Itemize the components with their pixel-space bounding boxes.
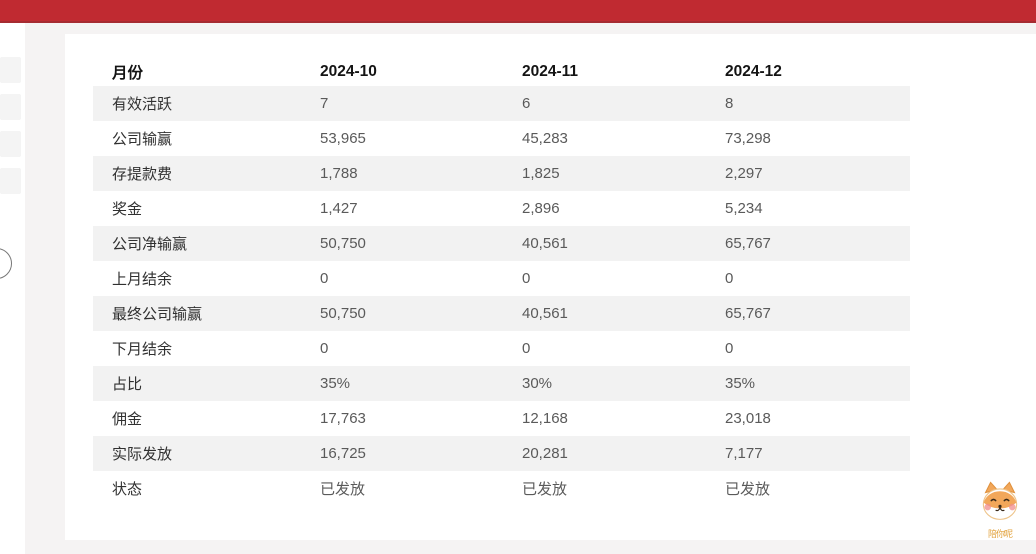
table-row: 最终公司输赢 50,750 40,561 65,767	[93, 296, 910, 331]
sidebar-toggle-button[interactable]	[0, 248, 12, 279]
cell-value: 30%	[522, 375, 553, 392]
cell-value: 35%	[725, 375, 756, 392]
table-row: 公司净输赢 50,750 40,561 65,767	[93, 226, 910, 261]
table-header-row: 月份 2024-10 2024-11 2024-12	[93, 58, 910, 86]
cell-value: 5,234	[725, 200, 763, 217]
table-row: 有效活跃 7 6 8	[93, 86, 910, 121]
row-label: 公司输赢	[112, 131, 173, 148]
mascot-widget[interactable]: 陪你呢	[977, 481, 1023, 539]
row-label: 奖金	[112, 201, 143, 218]
table-row: 下月结余 0 0 0	[93, 331, 910, 366]
table-row: 状态 已发放 已发放 已发放	[93, 471, 910, 506]
table-row: 占比 35% 30% 35%	[93, 366, 910, 401]
cell-value: 已发放	[522, 481, 568, 498]
row-label: 占比	[112, 376, 143, 393]
sidebar-menu-placeholder[interactable]	[0, 131, 21, 157]
cell-value: 已发放	[725, 481, 771, 498]
cell-value: 73,298	[725, 130, 771, 147]
table-row: 实际发放 16,725 20,281 7,177	[93, 436, 910, 471]
cell-value: 50,750	[320, 235, 366, 252]
shiba-mascot-icon	[978, 481, 1022, 527]
table-row: 上月结余 0 0 0	[93, 261, 910, 296]
cell-value: 0	[320, 270, 329, 287]
sidebar-menu-placeholder[interactable]	[0, 94, 21, 120]
row-label: 下月结余	[112, 341, 173, 358]
cell-value: 20,281	[522, 445, 568, 462]
cell-value: 2,896	[522, 200, 560, 217]
cell-value: 1,825	[522, 165, 560, 182]
monthly-report-table: 月份 2024-10 2024-11 2024-12 有效活跃 7 6 8 公司…	[93, 58, 910, 506]
cell-value: 12,168	[522, 410, 568, 427]
cell-value: 65,767	[725, 235, 771, 252]
sidebar-menu-list	[0, 23, 25, 194]
row-label: 佣金	[112, 411, 143, 428]
cell-value: 7	[320, 95, 329, 112]
cell-value: 65,767	[725, 305, 771, 322]
cell-value: 0	[320, 340, 329, 357]
cell-value: 40,561	[522, 305, 568, 322]
cell-value: 8	[725, 95, 734, 112]
cell-value: 2,297	[725, 165, 763, 182]
row-label: 状态	[112, 481, 143, 498]
mascot-label: 陪你呢	[987, 529, 1013, 539]
row-label: 有效活跃	[112, 96, 173, 113]
row-label: 存提款费	[112, 166, 173, 183]
row-label: 实际发放	[112, 446, 173, 463]
column-header-month-label: 月份	[112, 65, 144, 82]
cell-value: 35%	[320, 375, 351, 392]
cell-value: 0	[725, 340, 734, 357]
row-label: 上月结余	[112, 271, 173, 288]
table-row: 佣金 17,763 12,168 23,018	[93, 401, 910, 436]
column-header-2024-10: 2024-10	[320, 63, 377, 80]
cell-value: 53,965	[320, 130, 366, 147]
column-header-2024-11: 2024-11	[522, 63, 579, 80]
cell-value: 16,725	[320, 445, 366, 462]
table-row: 存提款费 1,788 1,825 2,297	[93, 156, 910, 191]
table-row: 奖金 1,427 2,896 5,234	[93, 191, 910, 226]
row-label: 最终公司输赢	[112, 306, 203, 323]
cell-value: 17,763	[320, 410, 366, 427]
sidebar-menu-placeholder[interactable]	[0, 168, 21, 194]
cell-value: 50,750	[320, 305, 366, 322]
row-label: 公司净输赢	[112, 236, 188, 253]
cell-value: 已发放	[320, 481, 366, 498]
table-row: 公司输赢 53,965 45,283 73,298	[93, 121, 910, 156]
sidebar-menu-placeholder[interactable]	[0, 57, 21, 83]
cell-value: 1,427	[320, 200, 358, 217]
column-header-2024-12: 2024-12	[725, 63, 782, 80]
cell-value: 45,283	[522, 130, 568, 147]
collapsed-sidebar	[0, 23, 25, 554]
cell-value: 0	[522, 340, 531, 357]
cell-value: 23,018	[725, 410, 771, 427]
cell-value: 0	[725, 270, 734, 287]
cell-value: 6	[522, 95, 531, 112]
top-nav-bar	[0, 0, 1036, 23]
cell-value: 0	[522, 270, 531, 287]
cell-value: 40,561	[522, 235, 568, 252]
cell-value: 1,788	[320, 165, 358, 182]
report-card: 月份 2024-10 2024-11 2024-12 有效活跃 7 6 8 公司…	[65, 34, 1036, 540]
cell-value: 7,177	[725, 445, 763, 462]
